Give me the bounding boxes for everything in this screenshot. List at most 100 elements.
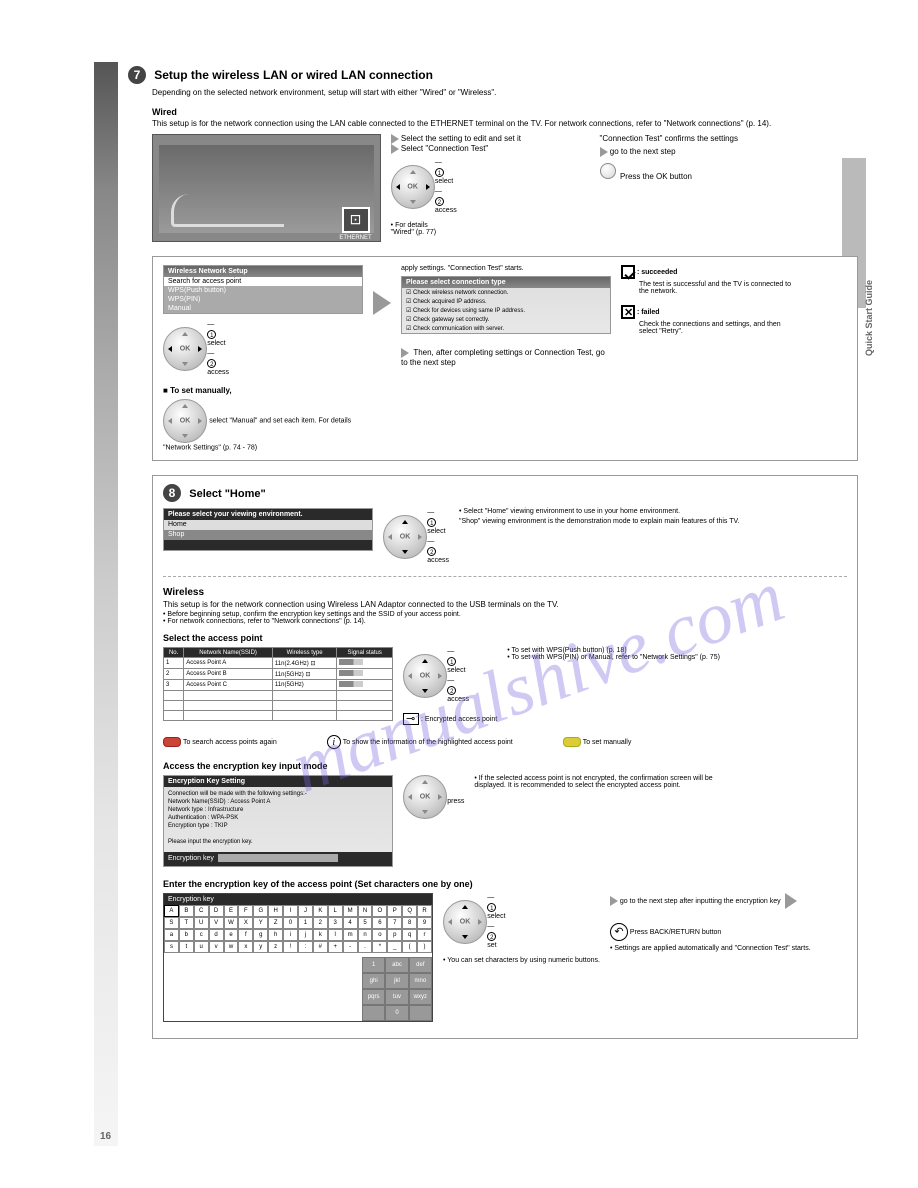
arrow-icon bbox=[391, 134, 399, 144]
ok-pad-ud bbox=[443, 900, 487, 944]
wireless-item: Manual bbox=[164, 304, 362, 313]
kb-key: w bbox=[224, 941, 239, 953]
kb-key: Q bbox=[402, 905, 417, 917]
kb-key: s bbox=[164, 941, 179, 953]
wireless-heading: Wireless bbox=[163, 587, 847, 598]
kb-key: n bbox=[358, 929, 373, 941]
kb-key: k bbox=[313, 929, 328, 941]
shop-note: "Shop" viewing environment is the demons… bbox=[459, 518, 759, 525]
viewing-env-title: Please select your viewing environment. bbox=[164, 509, 372, 520]
ap-row bbox=[164, 691, 393, 701]
step-7-subtitle: Depending on the selected network enviro… bbox=[152, 88, 858, 97]
kb-key: x bbox=[238, 941, 253, 953]
kb-key: P bbox=[387, 905, 402, 917]
wireless-item: Search for access point bbox=[164, 277, 362, 286]
apply-settings-note: apply settings. "Connection Test" starts… bbox=[401, 265, 611, 272]
info-icon: i bbox=[327, 735, 341, 749]
kb-key: N bbox=[358, 905, 373, 917]
kb-key: M bbox=[343, 905, 358, 917]
kb-key: 6 bbox=[372, 917, 387, 929]
sidebar-gradient bbox=[94, 62, 118, 1146]
kb-key: b bbox=[179, 929, 194, 941]
connection-test-title: Please select connection type bbox=[402, 277, 610, 288]
enc-body: Connection will be made with the followi… bbox=[164, 787, 392, 852]
kb-key: m bbox=[343, 929, 358, 941]
kb-key: 7 bbox=[387, 917, 402, 929]
ap-col: Wireless type bbox=[272, 648, 336, 658]
kb-key: 5 bbox=[358, 917, 373, 929]
wireless-bul2: For network connections, refer to "Netwo… bbox=[167, 618, 365, 625]
viewing-env-item: Home bbox=[164, 520, 372, 530]
ethernet-photo: ETHERNET bbox=[152, 134, 381, 242]
kb-key: f bbox=[238, 929, 253, 941]
kb-key: W bbox=[224, 917, 239, 929]
kb-key: Y bbox=[253, 917, 268, 929]
kb-key: i bbox=[283, 929, 298, 941]
kb-key: D bbox=[209, 905, 224, 917]
select-ap-heading: Select the access point bbox=[163, 633, 847, 643]
ap-table: No. Network Name(SSID) Wireless type Sig… bbox=[163, 647, 393, 721]
kb-key: X bbox=[238, 917, 253, 929]
ap-col: Network Name(SSID) bbox=[184, 648, 273, 658]
wireless-item: WPS(PIN) bbox=[164, 295, 362, 304]
kb-key: c bbox=[194, 929, 209, 941]
ok-pad bbox=[403, 775, 447, 819]
back-return-icon: ↶ bbox=[610, 923, 628, 941]
step-8-block: 8 Select "Home" Please select your viewi… bbox=[152, 475, 858, 1039]
wired-heading: Wired bbox=[152, 107, 858, 117]
kb-key: O bbox=[372, 905, 387, 917]
kb-note3: Press BACK/RETURN button bbox=[630, 929, 721, 936]
kb-key: p bbox=[387, 929, 402, 941]
yellow-button-icon bbox=[563, 737, 581, 747]
ok-pad-ud bbox=[383, 515, 427, 559]
kb-key: d bbox=[209, 929, 224, 941]
kb-key: a bbox=[164, 929, 179, 941]
wired-body: This setup is for the network connection… bbox=[152, 119, 858, 128]
wired-details-note: • For details "Wired" (p. 77) bbox=[391, 222, 590, 236]
then-label: Then, after completing settings or Conne… bbox=[401, 348, 605, 367]
wps2-note: • To set with WPS(PIN) or Manual, refer … bbox=[507, 654, 737, 661]
kb-key: T bbox=[179, 917, 194, 929]
kb-key: u bbox=[194, 941, 209, 953]
viewing-env-item: Shop bbox=[164, 530, 372, 540]
kb-heading: Enter the encryption key of the access p… bbox=[163, 879, 847, 889]
kb-key: e bbox=[224, 929, 239, 941]
kb-note2: go to the next step after inputting the … bbox=[620, 898, 781, 905]
kb-key: F bbox=[238, 905, 253, 917]
kb-key: V bbox=[209, 917, 224, 929]
kb-key: Z bbox=[268, 917, 283, 929]
ap-row bbox=[164, 701, 393, 711]
pad-labels: — 1select— 2access bbox=[435, 158, 457, 216]
kb-title: Encryption key bbox=[164, 894, 432, 905]
step7-line5: Press the OK button bbox=[620, 172, 692, 181]
step-number-7: 7 bbox=[128, 66, 146, 84]
pad-labels: — 1select— 2access bbox=[427, 508, 449, 566]
ap-row: 1Access Point A11n(2.4GHz) ⊡ bbox=[164, 658, 393, 669]
wireless-item: WPS(Push button) bbox=[164, 286, 362, 295]
kb-key: H bbox=[268, 905, 283, 917]
kb-key: A bbox=[164, 905, 179, 917]
kb-key: o bbox=[372, 929, 387, 941]
ok-button-icon bbox=[600, 163, 616, 179]
ok-pad-lr bbox=[391, 165, 435, 209]
viewing-env-window: Please select your viewing environment. … bbox=[163, 508, 373, 551]
ap-col: Signal status bbox=[337, 648, 393, 658]
info-text: To show the information of the highlight… bbox=[343, 739, 513, 746]
success-label: : succeeded bbox=[637, 269, 677, 276]
ap-row bbox=[164, 711, 393, 721]
step-7-header: 7 Setup the wireless LAN or wired LAN co… bbox=[128, 66, 858, 242]
kb-note1: You can set characters by using numeric … bbox=[447, 957, 600, 964]
step7-line1: Select the setting to edit and set it bbox=[401, 134, 521, 143]
step-number-8: 8 bbox=[163, 484, 181, 502]
pad-labels: — 1select— 2access bbox=[447, 647, 469, 705]
kb-key: # bbox=[313, 941, 328, 953]
kb-key: ) bbox=[417, 941, 432, 953]
kb-key: z bbox=[268, 941, 283, 953]
kb-key: + bbox=[328, 941, 343, 953]
kb-key: I bbox=[283, 905, 298, 917]
page-number: 16 bbox=[100, 1131, 111, 1142]
big-arrow-icon bbox=[785, 893, 797, 909]
enc-note: If the selected access point is not encr… bbox=[474, 775, 712, 789]
arrow-icon bbox=[610, 896, 618, 906]
kb-key: B bbox=[179, 905, 194, 917]
